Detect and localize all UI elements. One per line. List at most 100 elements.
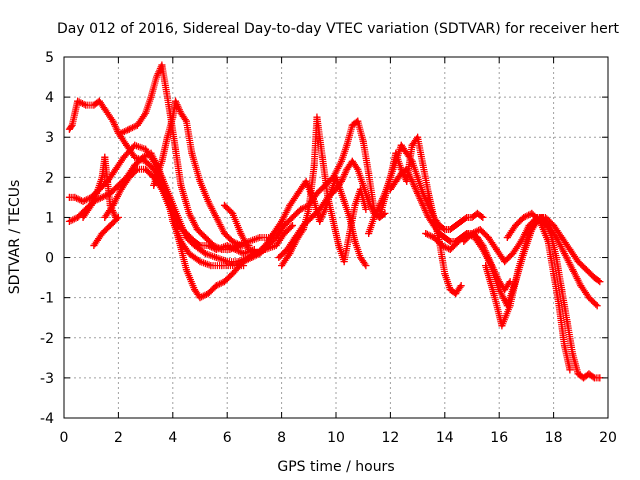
data-point	[125, 125, 133, 133]
data-point	[310, 161, 318, 169]
data-point	[593, 302, 601, 310]
x-tick-label: 10	[327, 430, 345, 446]
data-point	[237, 229, 245, 237]
data-point	[196, 294, 204, 302]
data-point	[473, 209, 481, 217]
series-trace-q	[460, 213, 604, 286]
data-point	[574, 370, 582, 378]
data-point	[362, 205, 370, 213]
data-point	[414, 173, 422, 181]
data-point	[98, 193, 106, 201]
data-point	[240, 258, 248, 266]
data-point	[482, 262, 490, 270]
data-point	[163, 133, 171, 141]
data-point	[376, 213, 384, 221]
data-point	[117, 129, 125, 137]
data-point	[240, 250, 248, 258]
data-point	[166, 205, 174, 213]
data-point	[446, 286, 454, 294]
data-point	[229, 209, 237, 217]
data-point	[590, 274, 598, 282]
data-point	[133, 121, 141, 129]
y-tick-label: -4	[40, 411, 54, 427]
data-point	[452, 221, 460, 229]
data-point	[71, 193, 79, 201]
data-point	[101, 153, 109, 161]
x-tick-label: 4	[168, 430, 177, 446]
data-point	[550, 270, 558, 278]
data-point	[201, 250, 209, 258]
data-point	[142, 165, 150, 173]
data-point	[495, 286, 503, 294]
data-point	[101, 213, 109, 221]
data-point	[558, 286, 566, 294]
data-point	[324, 193, 332, 201]
data-point	[346, 229, 354, 237]
data-point	[220, 229, 228, 237]
data-point	[264, 242, 272, 250]
data-point	[582, 266, 590, 274]
data-point	[414, 133, 422, 141]
data-point	[560, 342, 568, 350]
x-tick-label: 6	[223, 430, 232, 446]
x-tick-label: 0	[60, 430, 69, 446]
data-point	[82, 101, 90, 109]
data-point	[386, 185, 394, 193]
data-point	[356, 185, 364, 193]
data-point	[65, 217, 73, 225]
data-point	[212, 282, 220, 290]
data-point	[256, 234, 264, 241]
data-point	[335, 242, 343, 250]
data-point	[74, 97, 82, 105]
data-point	[362, 262, 370, 270]
data-point	[185, 250, 193, 258]
data-point	[566, 246, 574, 254]
data-point	[414, 189, 422, 197]
x-tick-label: 14	[436, 430, 454, 446]
data-point	[158, 157, 166, 165]
data-point	[392, 177, 400, 185]
data-point	[354, 165, 362, 173]
data-point	[79, 213, 87, 221]
data-point	[98, 229, 106, 237]
data-point	[288, 221, 296, 229]
data-point	[316, 217, 324, 225]
y-tick-label: -1	[40, 291, 54, 307]
y-tick-label: -3	[40, 371, 54, 387]
data-point	[286, 250, 294, 258]
series-trace-r	[482, 213, 604, 382]
data-point	[302, 177, 310, 185]
data-point	[381, 193, 389, 201]
data-point	[272, 234, 280, 241]
data-point	[348, 121, 356, 129]
data-point	[95, 97, 103, 105]
data-point	[196, 177, 204, 185]
data-point	[351, 201, 359, 209]
data-point	[435, 229, 443, 237]
data-point	[93, 189, 101, 197]
data-point	[218, 246, 226, 254]
data-point	[460, 238, 468, 246]
data-point	[131, 153, 139, 161]
data-point	[468, 229, 476, 237]
data-point	[120, 153, 128, 161]
y-tick-label: 1	[45, 210, 54, 226]
data-point	[397, 141, 405, 149]
data-point	[204, 290, 212, 298]
data-point	[438, 242, 446, 250]
data-point	[555, 302, 563, 310]
data-point	[419, 201, 427, 209]
data-point	[226, 246, 234, 254]
data-point	[142, 109, 150, 117]
data-point	[90, 101, 98, 109]
data-point	[229, 238, 237, 246]
data-point	[185, 209, 193, 217]
data-point	[498, 322, 506, 330]
data-point	[351, 238, 359, 246]
data-point	[492, 246, 500, 254]
data-point	[446, 225, 454, 233]
data-point	[229, 262, 237, 270]
data-point	[248, 254, 256, 262]
data-point	[297, 205, 305, 213]
